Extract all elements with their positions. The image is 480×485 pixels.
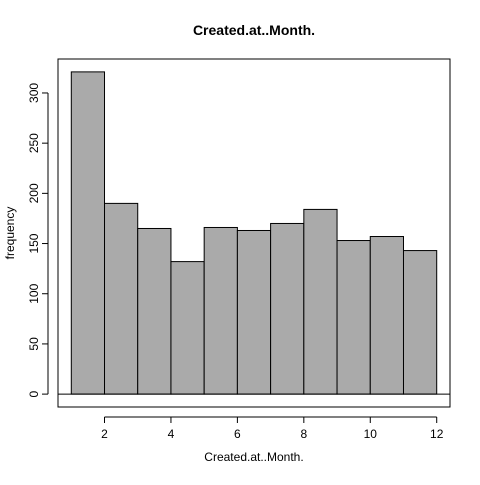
y-tick-label: 300 bbox=[27, 83, 41, 103]
x-tick-label: 10 bbox=[364, 427, 378, 441]
histogram-bar bbox=[137, 227, 172, 395]
x-axis-label: Created.at..Month. bbox=[204, 450, 303, 464]
histogram-bar bbox=[170, 261, 205, 395]
y-tick-label: 150 bbox=[27, 233, 41, 253]
y-tick-label: 0 bbox=[27, 390, 41, 397]
y-tick-label: 100 bbox=[27, 283, 41, 303]
y-axis: 0 50 100 150 200 250 300 bbox=[27, 83, 49, 397]
x-tick-label: 6 bbox=[234, 427, 241, 441]
bars-group bbox=[70, 71, 438, 395]
y-axis-label: frequency bbox=[3, 207, 17, 260]
x-tick-label: 8 bbox=[300, 427, 307, 441]
chart-title: Created.at..Month. bbox=[193, 22, 315, 38]
histogram-bar bbox=[203, 226, 238, 395]
histogram-bar bbox=[303, 208, 338, 395]
x-axis: 2 4 6 8 10 12 bbox=[101, 416, 444, 441]
plot-frame bbox=[57, 58, 451, 408]
histogram-bar bbox=[336, 240, 371, 395]
histogram-bar bbox=[369, 236, 404, 395]
histogram-bar bbox=[402, 250, 438, 395]
histogram-bar bbox=[270, 222, 305, 395]
histogram-bar bbox=[70, 71, 106, 395]
histogram-bar bbox=[236, 229, 272, 395]
x-tick-label: 2 bbox=[101, 427, 108, 441]
x-tick-label: 12 bbox=[430, 427, 444, 441]
y-tick-label: 200 bbox=[27, 183, 41, 203]
y-tick-label: 250 bbox=[27, 133, 41, 153]
x-tick-label: 4 bbox=[168, 427, 175, 441]
histogram-bar bbox=[104, 202, 139, 395]
y-tick-label: 50 bbox=[27, 337, 41, 351]
